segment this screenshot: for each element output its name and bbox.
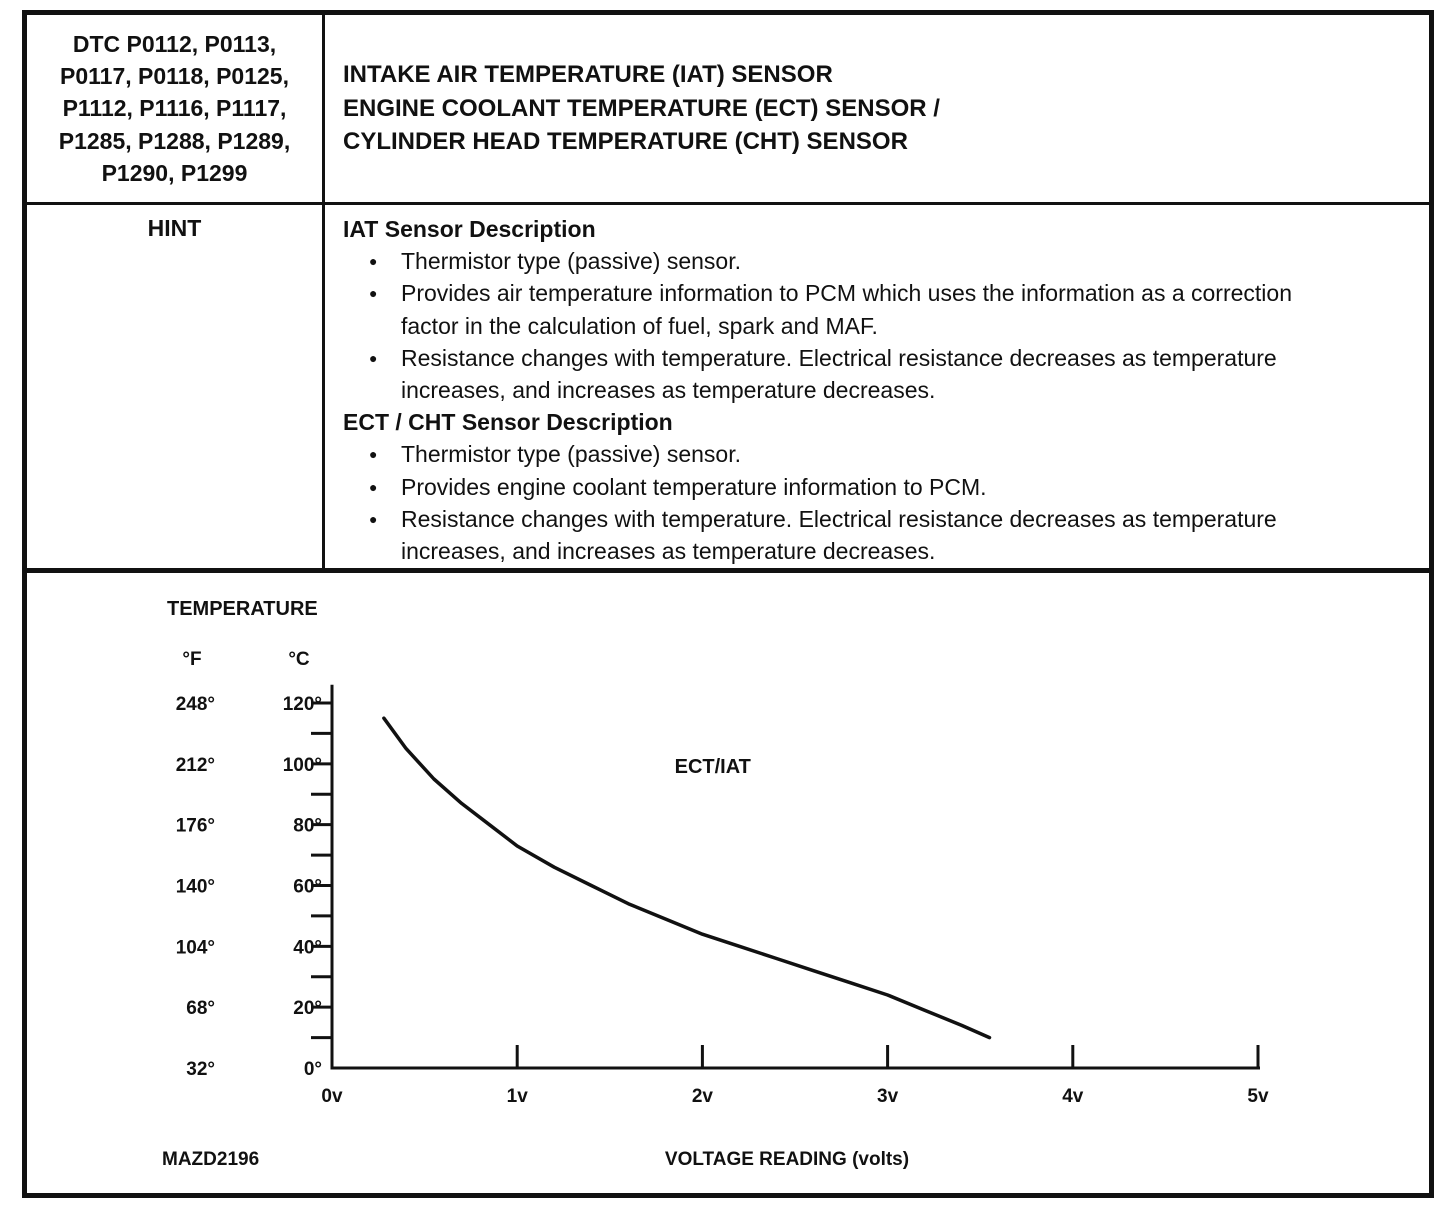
x-tick-label: 0v	[321, 1086, 343, 1107]
dtc-codes-cell: DTC P0112, P0113, P0117, P0118, P0125, P…	[27, 15, 325, 202]
list-item: Resistance changes with temperature. Ele…	[343, 503, 1333, 567]
hint-label: HINT	[27, 205, 325, 568]
y-tick-label-c: 20°	[293, 998, 322, 1019]
y-tick-label-c: 60°	[293, 876, 322, 897]
chart-title: TEMPERATURE	[167, 598, 318, 620]
temperature-voltage-chart: °F °C 248° 120° 212° 100° 176° 80° 140° 60° 104° 40…	[27, 573, 1429, 1193]
y-tick-label-f: 104°	[176, 937, 215, 958]
series-label: ECT/IAT	[675, 756, 751, 778]
y-axis-unit-f: °F	[182, 649, 201, 670]
x-tick-label: 2v	[692, 1086, 714, 1107]
list-item: Thermistor type (passive) sensor.	[343, 245, 1333, 277]
x-tick-label: 3v	[877, 1086, 899, 1107]
list-item: Provides engine coolant temperature info…	[343, 471, 1333, 503]
manual-page: DTC P0112, P0113, P0117, P0118, P0125, P…	[22, 10, 1434, 1198]
x-tick-label: 1v	[507, 1086, 529, 1107]
sensor-description-cell: IAT Sensor Description Thermistor type (…	[325, 205, 1429, 568]
iat-description-list: Thermistor type (passive) sensor. Provid…	[343, 245, 1411, 406]
hint-row: HINT IAT Sensor Description Thermistor t…	[27, 205, 1429, 573]
header-row: DTC P0112, P0113, P0117, P0118, P0125, P…	[27, 15, 1429, 205]
ect-cht-description-list: Thermistor type (passive) sensor. Provid…	[343, 438, 1411, 567]
x-axis-title: VOLTAGE READING (volts)	[665, 1149, 909, 1170]
ect-iat-curve	[382, 716, 992, 1040]
dtc-line: P0117, P0118, P0125,	[60, 63, 289, 90]
y-tick-label-c: 100°	[283, 755, 322, 776]
y-tick-label-f: 140°	[176, 876, 215, 897]
y-tick-label-c: 40°	[293, 937, 322, 958]
x-tick-label: 5v	[1247, 1086, 1269, 1107]
dtc-line: P1112, P1116, P1117,	[62, 95, 287, 122]
dtc-line: P1290, P1299	[101, 159, 248, 186]
page-title: INTAKE AIR TEMPERATURE (IAT) SENSOR ENGI…	[325, 15, 1429, 202]
list-item: Thermistor type (passive) sensor.	[343, 438, 1333, 470]
list-item: Provides air temperature information to …	[343, 277, 1333, 341]
y-tick-label-f: 68°	[186, 998, 215, 1019]
chart-canvas: °F °C 248° 120° 212° 100° 176° 80° 140° 60° 104° 40…	[162, 598, 1269, 1170]
list-item: Resistance changes with temperature. Ele…	[343, 342, 1333, 406]
dtc-line: DTC P0112, P0113,	[72, 31, 277, 58]
y-tick-label-f: 212°	[176, 755, 215, 776]
x-tick-label: 4v	[1062, 1086, 1084, 1107]
title-line: INTAKE AIR TEMPERATURE (IAT) SENSOR	[343, 61, 833, 89]
y-tick-label-c: 80°	[293, 816, 322, 837]
y-tick-label-f: 248°	[176, 694, 215, 715]
title-line: ENGINE COOLANT TEMPERATURE (ECT) SENSOR …	[343, 94, 940, 122]
ect-cht-description-heading: ECT / CHT Sensor Description	[343, 409, 673, 436]
title-line: CYLINDER HEAD TEMPERATURE (CHT) SENSOR	[343, 128, 908, 156]
dtc-line: P1285, P1288, P1289,	[58, 127, 291, 154]
y-tick-label-f: 32°	[186, 1059, 215, 1080]
y-tick-label-c: 0°	[304, 1059, 322, 1080]
doc-code: MAZD2196	[162, 1149, 259, 1170]
y-tick-label-c: 120°	[283, 694, 322, 715]
y-tick-label-f: 176°	[176, 816, 215, 837]
iat-description-heading: IAT Sensor Description	[343, 216, 596, 242]
y-axis-unit-c: °C	[288, 649, 310, 670]
